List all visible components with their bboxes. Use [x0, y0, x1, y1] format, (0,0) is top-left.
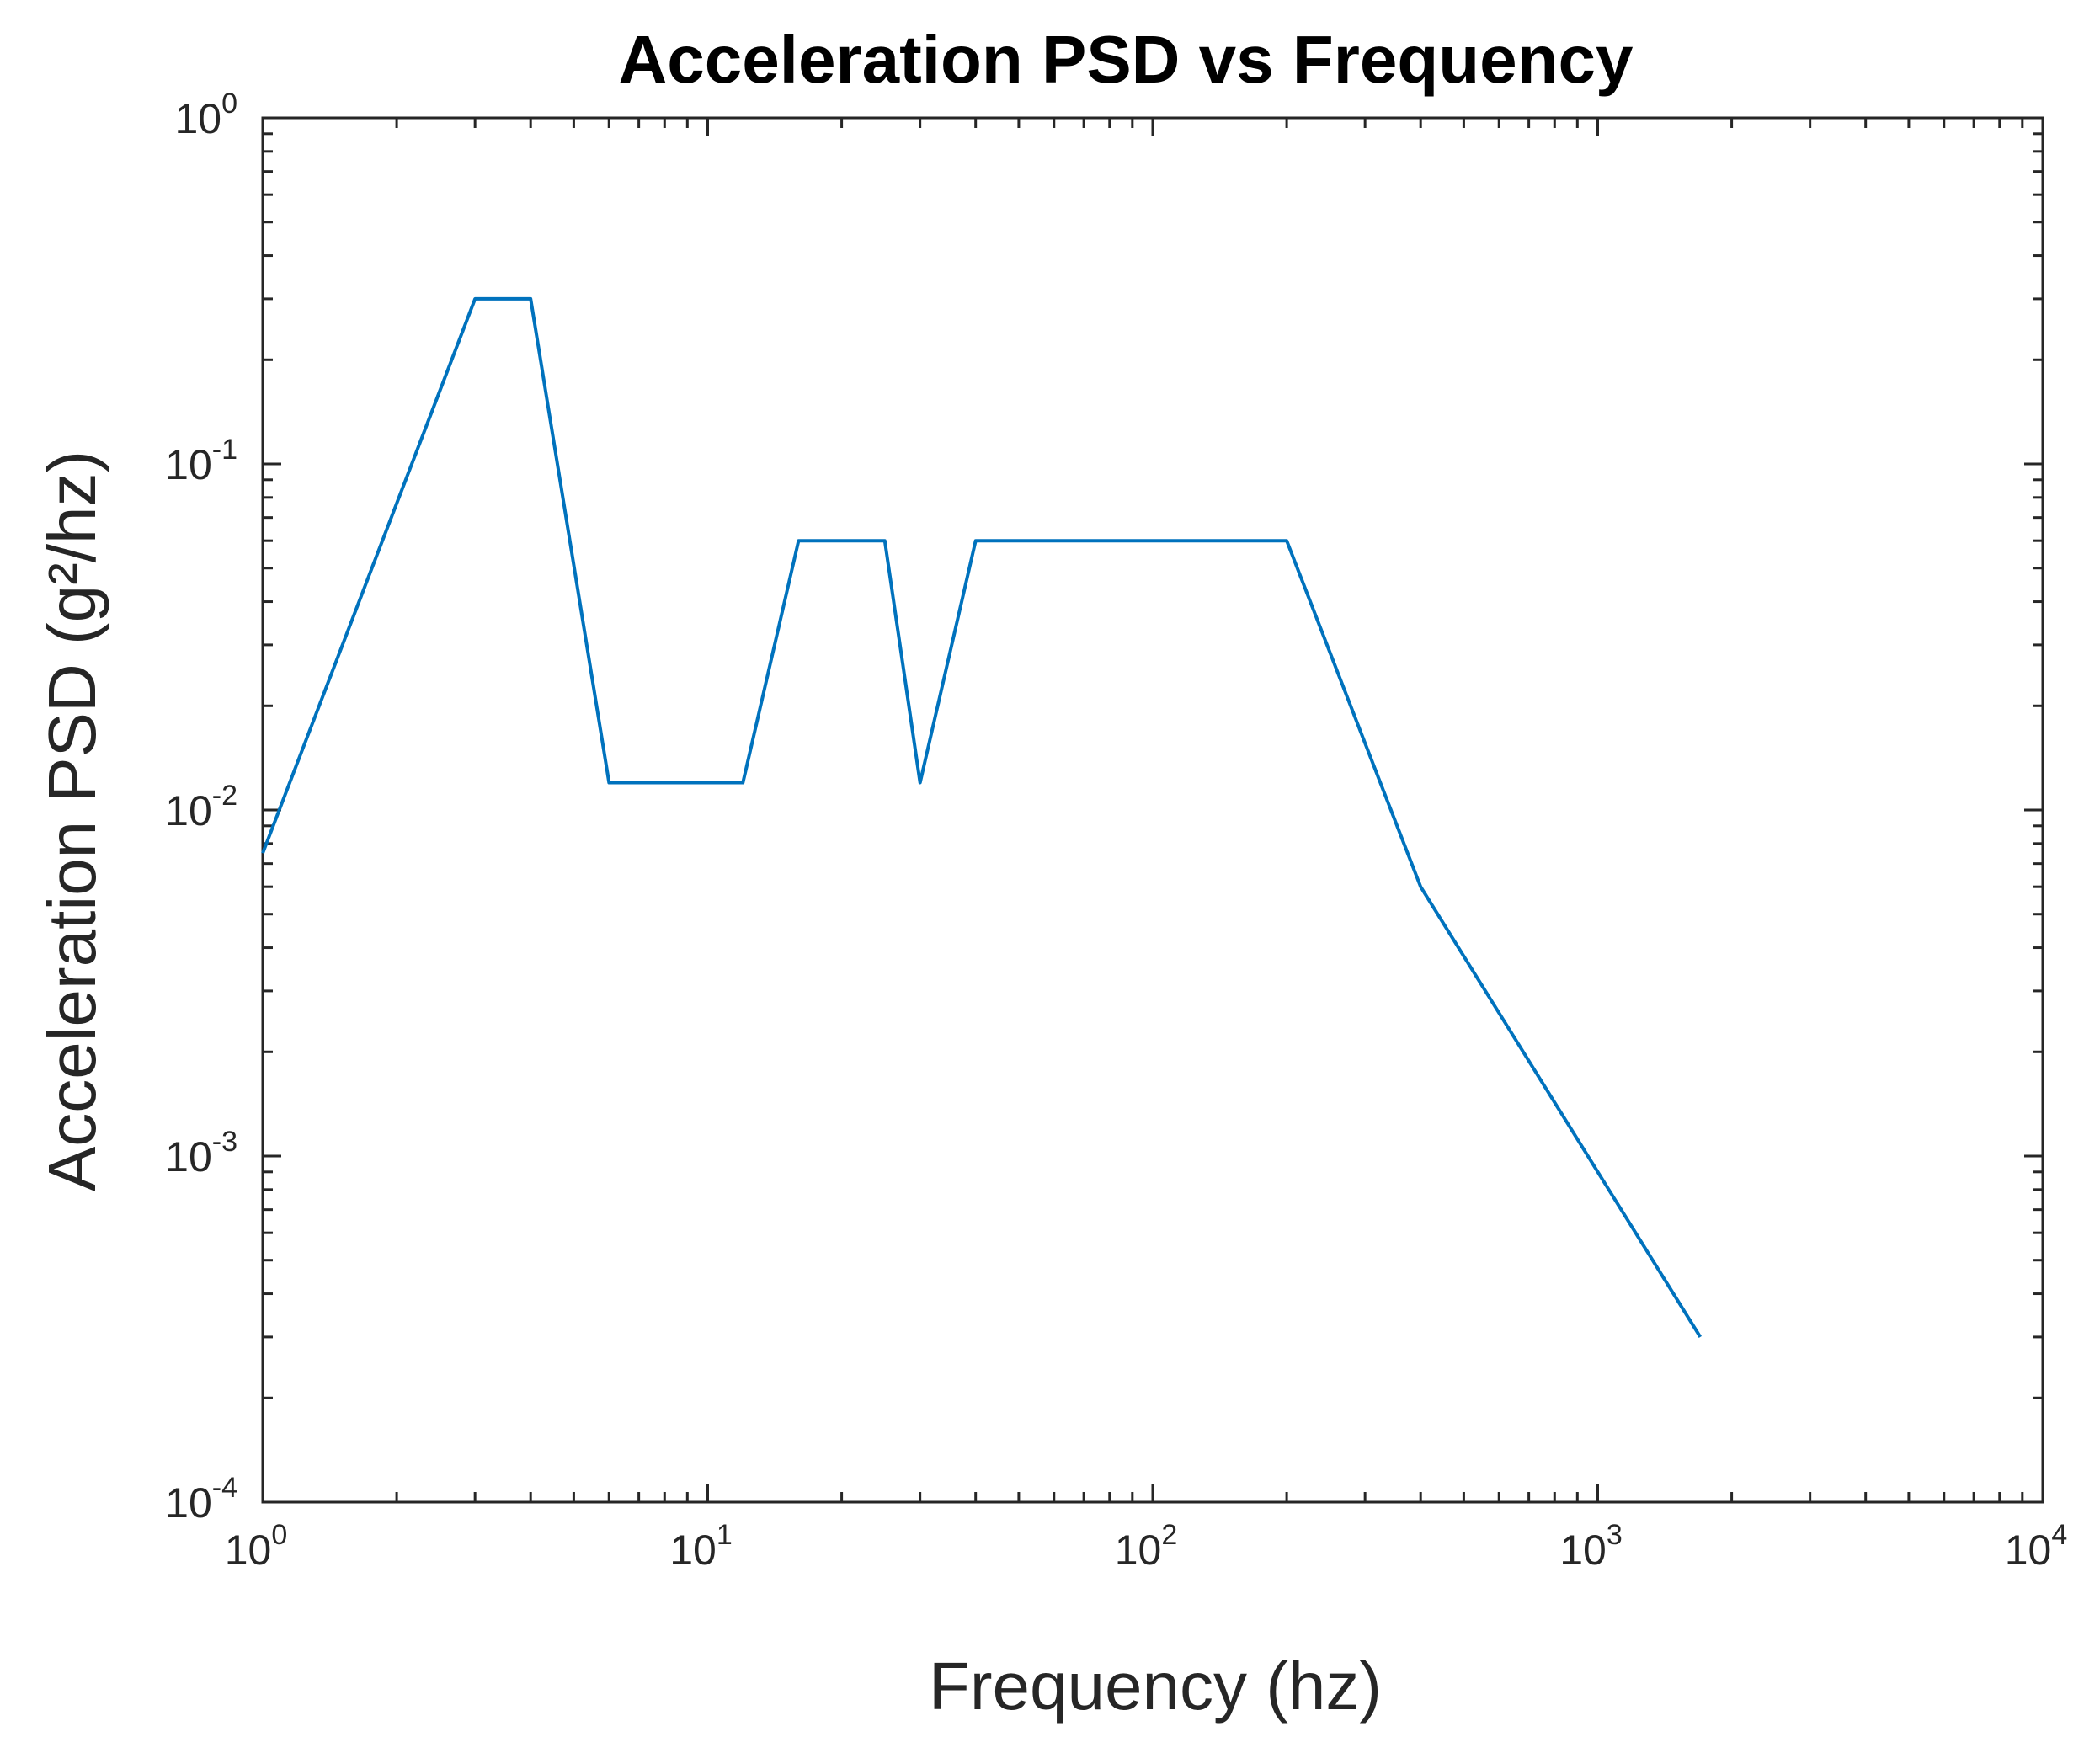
x-tick-label: 104: [2005, 1519, 2068, 1574]
x-tick-label: 103: [1559, 1519, 1623, 1574]
x-tick-label: 100: [225, 1519, 288, 1574]
x-tick-label: 101: [669, 1519, 733, 1574]
plot-box: [261, 116, 2044, 1504]
y-tick-label: 10-2: [165, 780, 237, 834]
y-tick-label: 10-1: [165, 434, 237, 488]
chart-title: Acceleration PSD vs Frequency: [619, 22, 1634, 97]
plot-area: 100 101 102 103 104 100 10-1 10-2 10-3 10-4: [165, 88, 2067, 1574]
x-tick-label: 102: [1115, 1519, 1178, 1574]
x-axis-label: Frequency (hz): [929, 1649, 1382, 1724]
y-tick-label: 10-4: [165, 1472, 237, 1527]
y-axis-label: Acceleration PSD (g²/hz): [35, 450, 109, 1191]
y-tick-label: 100: [174, 88, 237, 142]
series-line-0: [261, 296, 1702, 1338]
y-tick-label: 10-3: [165, 1126, 237, 1180]
